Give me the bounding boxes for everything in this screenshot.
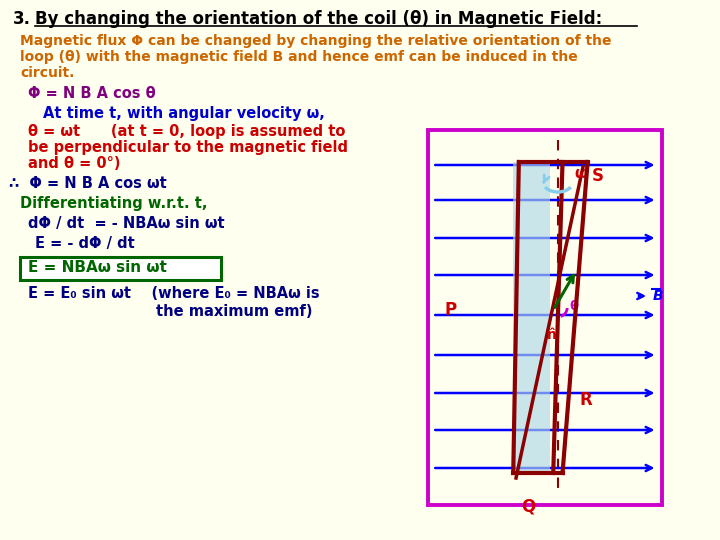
Text: By changing the orientation of the coil (θ) in Magnetic Field:: By changing the orientation of the coil …: [35, 10, 603, 28]
Text: Φ = N B A cos θ: Φ = N B A cos θ: [28, 86, 156, 101]
Text: be perpendicular to the magnetic field: be perpendicular to the magnetic field: [28, 140, 348, 155]
Text: θ: θ: [569, 300, 578, 313]
Text: At time t, with angular velocity ω,: At time t, with angular velocity ω,: [42, 106, 325, 121]
Text: E = E₀ sin ωt    (where E₀ = NBAω is: E = E₀ sin ωt (where E₀ = NBAω is: [28, 286, 320, 301]
Text: E = NBAω sin ωt: E = NBAω sin ωt: [28, 260, 167, 275]
Text: θ = ωt      (at t = 0, loop is assumed to: θ = ωt (at t = 0, loop is assumed to: [28, 124, 346, 139]
Text: S: S: [591, 167, 603, 185]
FancyBboxPatch shape: [428, 130, 662, 505]
Text: 3.: 3.: [13, 10, 31, 28]
Text: and θ = 0°): and θ = 0°): [28, 156, 120, 171]
Text: Differentiating w.r.t. t,: Differentiating w.r.t. t,: [20, 196, 208, 211]
Text: B: B: [653, 289, 663, 303]
FancyBboxPatch shape: [19, 257, 221, 280]
Text: ∴  Φ = N B A cos ωt: ∴ Φ = N B A cos ωt: [9, 176, 167, 191]
Text: n̂: n̂: [546, 328, 557, 342]
Polygon shape: [513, 162, 550, 473]
Text: dΦ / dt  = - NBAω sin ωt: dΦ / dt = - NBAω sin ωt: [28, 216, 225, 231]
Text: R: R: [580, 391, 592, 409]
Text: E = - dΦ / dt: E = - dΦ / dt: [35, 236, 135, 251]
Text: ω: ω: [575, 166, 588, 181]
Text: P: P: [444, 301, 456, 319]
Text: Q: Q: [521, 497, 535, 515]
Text: circuit.: circuit.: [20, 66, 75, 80]
Text: loop (θ) with the magnetic field B and hence emf can be induced in the: loop (θ) with the magnetic field B and h…: [20, 50, 578, 64]
Text: Magnetic flux Φ can be changed by changing the relative orientation of the: Magnetic flux Φ can be changed by changi…: [20, 34, 612, 48]
Text: the maximum emf): the maximum emf): [156, 304, 312, 319]
